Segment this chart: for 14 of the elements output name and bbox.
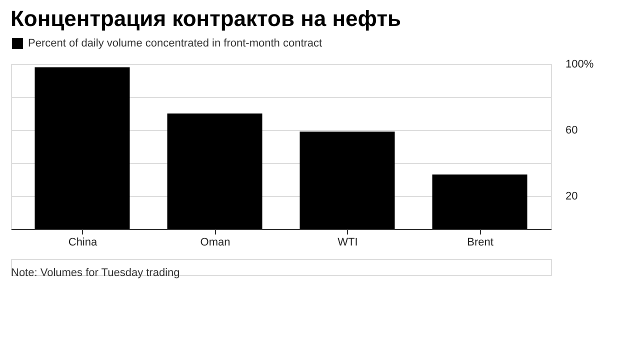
bar <box>300 132 395 229</box>
bar <box>432 174 528 229</box>
y-tick-label: 60 <box>566 124 578 136</box>
x-tick-label: Oman <box>200 236 230 248</box>
y-tick-label: 100% <box>566 58 594 70</box>
y-tick-label: 20 <box>566 190 578 202</box>
x-tick-label: WTI <box>338 236 358 248</box>
legend-label: Percent of daily volume concentrated in front-month contract <box>28 38 322 50</box>
x-tick-label: China <box>68 236 98 248</box>
text: Note: Volumes for Tuesday trading <box>11 267 180 279</box>
bar <box>34 67 130 229</box>
x-tick-label: Brent <box>467 236 494 248</box>
chart-title: Концентрация контрактов на нефть <box>10 6 402 31</box>
bar <box>167 114 262 229</box>
